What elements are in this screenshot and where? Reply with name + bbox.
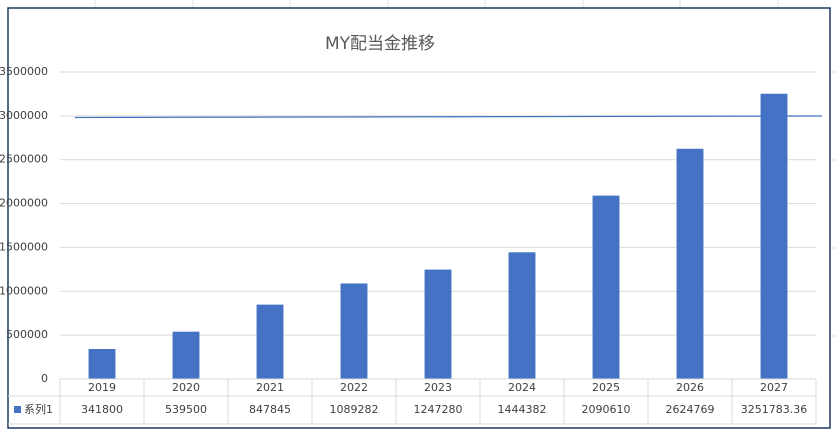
table-value: 539500 <box>165 403 207 416</box>
x-tick-label: 2025 <box>592 381 620 394</box>
legend-swatch <box>14 406 21 413</box>
chart-title: MY配当金推移 <box>325 34 435 54</box>
table-value: 2090610 <box>582 403 631 416</box>
y-tick-label: 1500000 <box>0 240 48 253</box>
annotation-line <box>74 115 823 119</box>
plot-area: 0 500000 1000000 1500000 2000000 2500000 30000… <box>0 65 817 425</box>
y-tick-label: 2500000 <box>0 153 48 166</box>
bar <box>88 349 116 379</box>
table-value: 1247280 <box>414 403 463 416</box>
y-tick-label: 500000 <box>6 328 48 341</box>
x-tick-label: 2019 <box>88 381 116 394</box>
chart-border <box>7 7 831 429</box>
table-value: 2624769 <box>666 403 715 416</box>
bar <box>508 252 536 379</box>
y-tick-label: 3500000 <box>0 65 48 78</box>
bar <box>340 283 368 379</box>
table-value: 847845 <box>249 403 291 416</box>
table-value: 1444382 <box>498 403 547 416</box>
table-value: 3251783.36 <box>741 403 807 416</box>
x-tick-label: 2027 <box>760 381 788 394</box>
sheet-grid <box>94 0 836 337</box>
bar <box>256 304 284 379</box>
x-tick-label: 2020 <box>172 381 200 394</box>
table-value: 1089282 <box>330 403 379 416</box>
y-tick-label: 0 <box>41 372 48 385</box>
y-tick-label: 1000000 <box>0 284 48 297</box>
bar <box>592 195 620 379</box>
x-tick-label: 2023 <box>424 381 452 394</box>
x-tick-label: 2026 <box>676 381 704 394</box>
y-tick-label: 2000000 <box>0 197 48 210</box>
bar <box>760 93 788 379</box>
legend-label: 系列1 <box>24 402 53 416</box>
y-tick-label: 3000000 <box>0 109 48 122</box>
table-value: 341800 <box>81 403 123 416</box>
x-tick-label: 2021 <box>256 381 284 394</box>
bar <box>676 148 704 379</box>
bar <box>424 269 452 379</box>
x-tick-label: 2022 <box>340 381 368 394</box>
x-tick-label: 2024 <box>508 381 536 394</box>
bar <box>172 331 200 379</box>
